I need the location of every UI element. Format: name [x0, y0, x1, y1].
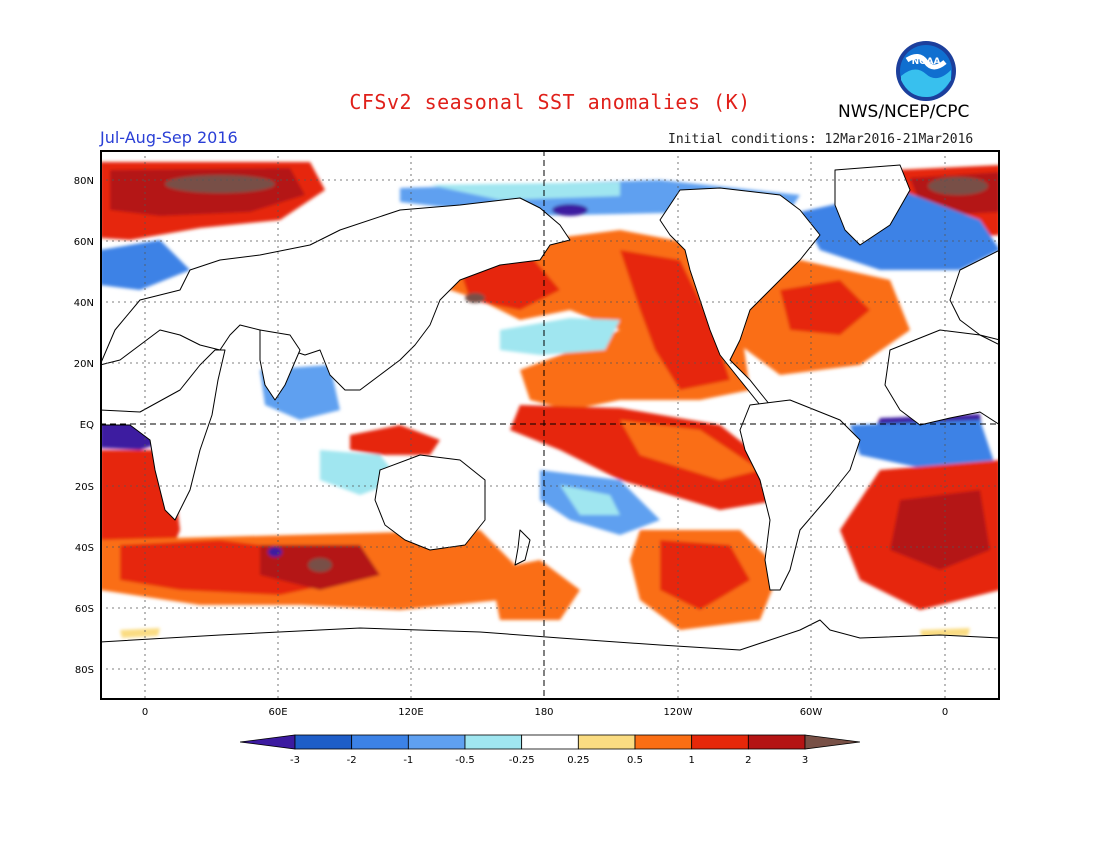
organization-label: NWS/NCEP/CPC: [838, 102, 970, 122]
lat-label: 20N: [74, 359, 94, 370]
colorbar-swatch: [294, 734, 353, 750]
lon-label: 60W: [800, 707, 823, 718]
lon-label: 120W: [664, 707, 693, 718]
colorbar-swatch: [634, 734, 693, 750]
lon-label: 60E: [268, 707, 287, 718]
lat-label: 40N: [74, 298, 94, 309]
lon-labels: 0 60E 120E 180 120W 60W 0: [142, 707, 948, 718]
lat-label: 40S: [75, 543, 94, 554]
north-america: [659, 187, 821, 406]
colorbar-label: -1: [403, 755, 413, 766]
map-gridlines: [100, 150, 1000, 700]
colorbar-label: 0.25: [567, 755, 589, 766]
land-masses: [100, 164, 1000, 700]
colorbar-swatch: [521, 734, 579, 750]
colorbar-label: 0.5: [627, 755, 643, 766]
colorbar-label: -2: [347, 755, 357, 766]
new-zealand: [514, 529, 531, 566]
india: [259, 329, 301, 401]
lon-label: 0: [942, 707, 948, 718]
colorbar-label: -3: [290, 755, 300, 766]
greenland: [834, 164, 911, 246]
south-america: [739, 399, 861, 591]
africa-right: [884, 329, 1000, 426]
colorbar-swatch: [747, 734, 806, 750]
lat-label: 20S: [75, 482, 94, 493]
lat-label: 80N: [74, 176, 94, 187]
colorbar-label: -0.25: [509, 755, 535, 766]
colorbar-swatch: [464, 734, 523, 750]
colorbar-swatches: [240, 734, 860, 750]
lat-label: 80S: [75, 665, 94, 676]
map-frame: [100, 150, 1000, 700]
lon-label: 0: [142, 707, 148, 718]
colorbar-label: -0.5: [455, 755, 475, 766]
sst-anomaly-map: [100, 150, 1000, 700]
initial-conditions-label: Initial conditions: 12Mar2016-21Mar2016: [668, 132, 974, 147]
lon-label: 180: [534, 707, 553, 718]
chart-title: CFSv2 seasonal SST anomalies (K): [349, 90, 751, 114]
lon-label: 120E: [398, 707, 423, 718]
lat-label: 60S: [75, 604, 94, 615]
colorbar-swatch: [577, 734, 636, 750]
colorbar-swatch: [691, 734, 749, 750]
svg-text:NOAA: NOAA: [912, 57, 941, 67]
colorbar-swatch: [240, 734, 296, 750]
antarctica: [100, 619, 1000, 700]
lat-label: 60N: [74, 237, 94, 248]
lat-label: EQ: [80, 420, 94, 431]
colorbar-labels: -3 -2 -1 -0.5 -0.25 0.25 0.5 1 2 3: [290, 755, 808, 766]
europe-right: [949, 249, 1000, 341]
africa-left: [100, 349, 226, 521]
colorbar-swatch: [351, 734, 409, 750]
colorbar-label: 1: [688, 755, 694, 766]
noaa-logo-icon: NOAA: [895, 40, 957, 102]
eurasia: [100, 197, 571, 391]
australia: [374, 454, 486, 551]
colorbar-swatch: [804, 734, 860, 750]
equator-dateline: [100, 150, 1000, 700]
colorbar-label: 2: [745, 755, 751, 766]
season-label: Jul-Aug-Sep 2016: [100, 128, 238, 147]
lat-labels: 80N 60N 40N 20N EQ 20S 40S 60S 80S: [74, 176, 94, 676]
colorbar: -3 -2 -1 -0.5 -0.25 0.25 0.5 1 2 3: [240, 734, 860, 766]
colorbar-swatch: [407, 734, 466, 750]
colorbar-label: 3: [802, 755, 808, 766]
